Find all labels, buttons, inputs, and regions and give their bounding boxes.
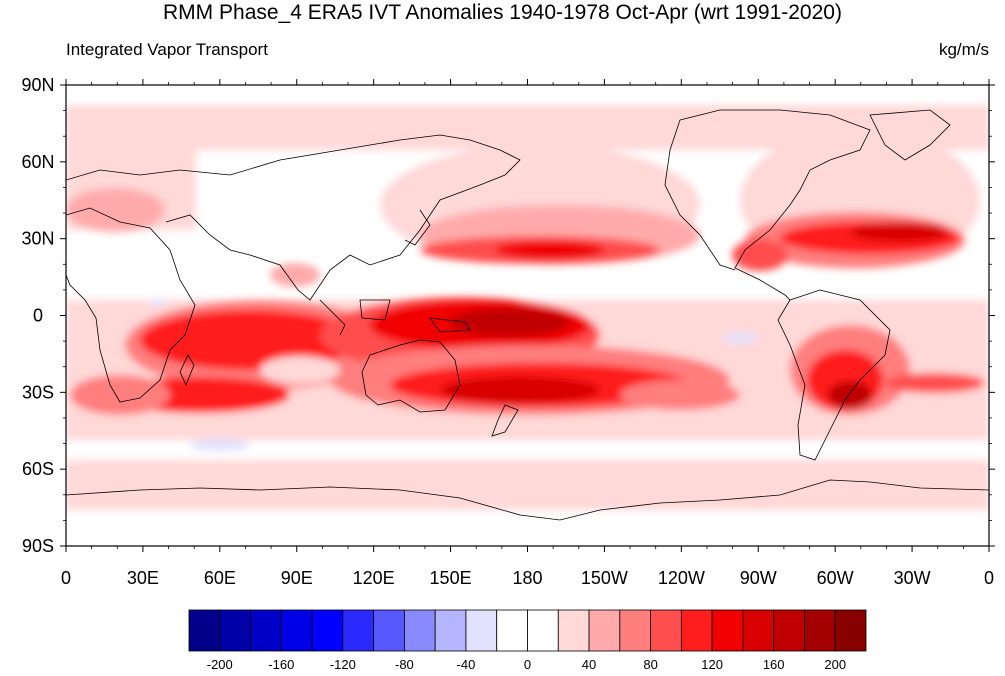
map-axes: 90N 60N 30N 0 30S 60S 90S 0 30E 60E 90E 120E 150E 180… xyxy=(21,75,995,588)
lat-tick-label: 60N xyxy=(21,152,54,172)
lon-tick-label: 180 xyxy=(512,568,542,588)
coastline xyxy=(179,354,195,387)
coastline xyxy=(869,109,951,161)
coastline xyxy=(66,479,989,521)
lon-tick-label: 30W xyxy=(894,568,931,588)
colorbar-label: 80 xyxy=(643,657,657,672)
colorbar-box xyxy=(680,609,713,652)
anomaly-shade xyxy=(850,222,950,242)
colorbar-box xyxy=(404,609,436,652)
colorbar-box xyxy=(434,609,467,652)
coastline xyxy=(777,289,891,461)
colorbar-box xyxy=(250,609,282,652)
colorbar-label: 160 xyxy=(763,657,785,672)
anomaly-shade xyxy=(140,310,360,370)
anomaly-shade xyxy=(440,376,600,404)
lon-tick-label: 0 xyxy=(61,568,71,588)
colorbar-label: 40 xyxy=(582,657,596,672)
lat-tick-label: 0 xyxy=(33,306,43,326)
coastline xyxy=(404,209,431,246)
colorbar-box xyxy=(219,609,251,652)
coastline xyxy=(319,299,346,336)
colorbar-box xyxy=(342,609,375,652)
colorbar-box xyxy=(804,609,836,652)
colorbar-label: -160 xyxy=(268,657,294,672)
coastline xyxy=(359,299,391,321)
colorbar-box xyxy=(311,609,344,652)
colorbar-box xyxy=(188,609,221,652)
lat-tick-label: 60S xyxy=(22,459,54,479)
left-subtitle: Integrated Vapor Transport xyxy=(66,40,268,59)
colorbar-box xyxy=(619,609,651,652)
colorbar-box xyxy=(557,609,590,652)
anomaly-shade xyxy=(70,375,170,415)
ivt-anomaly-field xyxy=(66,105,989,510)
coastlines xyxy=(66,109,989,521)
colorbar-box xyxy=(527,609,559,652)
colorbar-box xyxy=(711,609,744,652)
colorbar-box xyxy=(496,609,528,652)
anomaly-shade xyxy=(732,239,788,271)
coastline xyxy=(361,339,461,413)
lon-tick-label: 60E xyxy=(204,568,236,588)
colorbar-label: 200 xyxy=(824,657,846,672)
colorbar-box xyxy=(465,609,498,652)
lon-tick-label: 0 xyxy=(984,568,994,588)
anomaly-shade xyxy=(450,308,570,336)
lat-tick-label: 90N xyxy=(21,75,54,95)
anomaly-shade xyxy=(722,333,758,343)
colorbar-label: 120 xyxy=(701,657,723,672)
colorbar-label: 0 xyxy=(524,657,531,672)
lon-tick-label: 30E xyxy=(127,568,159,588)
coastline xyxy=(491,404,519,437)
coastline xyxy=(429,317,471,333)
right-subtitle-units: kg/m/s xyxy=(938,40,989,59)
lon-tick-label: 120W xyxy=(658,568,705,588)
colorbar-label: -80 xyxy=(395,657,414,672)
colorbar-label: -40 xyxy=(457,657,476,672)
lat-tick-label: 30S xyxy=(22,382,54,402)
coastline xyxy=(679,109,871,301)
coastline xyxy=(66,207,196,403)
lon-tick-label: 150E xyxy=(430,568,472,588)
lon-tick-label: 60W xyxy=(817,568,854,588)
lon-tick-label: 150W xyxy=(581,568,628,588)
colorbar-box xyxy=(834,609,867,652)
anomaly-shade xyxy=(620,380,740,410)
colorbar: -200 -160 -120 -80 -40 0 40 80 120 160 200 xyxy=(188,609,867,672)
colorbar-label: -200 xyxy=(207,657,233,672)
lat-tick-label: 30N xyxy=(21,229,54,249)
anomaly-shade xyxy=(885,373,985,393)
anomaly-shade xyxy=(151,298,165,306)
lon-tick-label: 90W xyxy=(740,568,777,588)
anomaly-shade xyxy=(66,188,165,232)
anomaly-shade xyxy=(190,439,250,451)
anomaly-shade xyxy=(828,381,872,409)
map-title: RMM Phase_4 ERA5 IVT Anomalies 1940-1978… xyxy=(163,1,842,24)
colorbar-box xyxy=(373,609,405,652)
colorbar-box xyxy=(742,609,775,652)
colorbar-box xyxy=(650,609,682,652)
lon-tick-label: 120E xyxy=(353,568,395,588)
coastline xyxy=(664,119,736,271)
colorbar-label: -120 xyxy=(330,657,356,672)
colorbar-box xyxy=(773,609,805,652)
anomaly-shade xyxy=(270,263,320,287)
colorbar-box xyxy=(588,609,621,652)
anomaly-shade xyxy=(495,241,605,259)
lon-tick-label: 90E xyxy=(281,568,313,588)
coastline xyxy=(66,134,521,301)
lat-tick-label: 90S xyxy=(22,536,54,556)
anomaly-shade xyxy=(66,460,989,510)
anomaly-shade xyxy=(260,356,340,384)
colorbar-box xyxy=(280,609,313,652)
